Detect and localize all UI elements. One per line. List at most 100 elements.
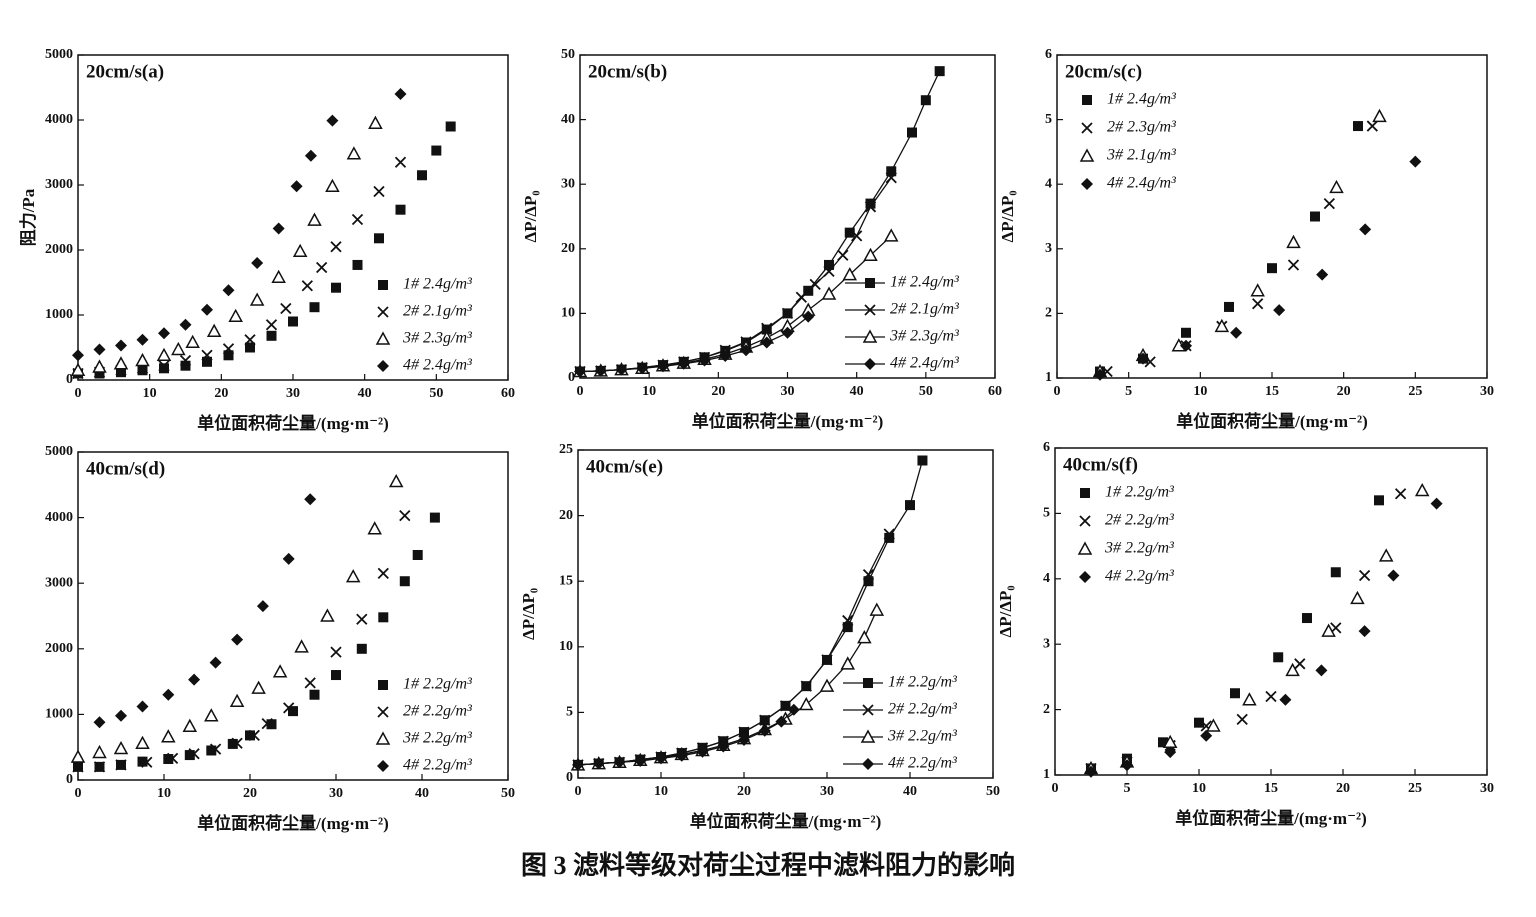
x-tick-label: 10 [1193, 384, 1207, 399]
data-point [842, 622, 853, 633]
legend-label: 2# 2.3g/m³ [1107, 119, 1176, 136]
x-axis-label: 单位面积荷尘量/(mg·m⁻²) [1175, 808, 1367, 828]
data-point [883, 228, 899, 242]
data-point [717, 740, 730, 753]
data-point [1302, 613, 1312, 624]
legend-label: 1# 2.2g/m³ [888, 674, 957, 691]
data-point [93, 761, 106, 773]
legend-label: 1# 2.4g/m³ [1107, 91, 1176, 108]
y-tick-label: 1000 [45, 307, 73, 322]
x-tick-label: 30 [329, 786, 343, 801]
data-point [795, 291, 807, 303]
data-point [266, 719, 277, 730]
y-tick-label: 4000 [45, 112, 73, 127]
data-point [351, 213, 364, 226]
data-point [758, 724, 771, 737]
legend-marker [377, 360, 389, 372]
data-point [388, 473, 404, 488]
data-point [229, 693, 245, 708]
x-tick-label: 60 [988, 384, 1002, 399]
y-tick-label: 3 [1045, 241, 1052, 256]
panel-title: 20cm/s(c) [1065, 61, 1142, 82]
data-point [1358, 625, 1371, 638]
data-point [368, 115, 383, 129]
data-point [677, 357, 690, 370]
data-point [1279, 693, 1292, 706]
data-point [1180, 339, 1192, 352]
data-point [231, 737, 243, 749]
data-point [1230, 688, 1240, 699]
data-point [885, 172, 897, 184]
y-tick-label: 5000 [45, 47, 73, 62]
series-line [577, 460, 924, 766]
data-point [1194, 717, 1204, 728]
data-point [1267, 263, 1277, 274]
data-point [1430, 497, 1443, 510]
legend-label: 3# 2.3g/m³ [402, 330, 472, 347]
legend-marker [862, 758, 874, 770]
x-tick-label: 20 [1336, 781, 1350, 796]
data-point [222, 343, 235, 355]
data-point [431, 145, 442, 156]
data-point [1242, 692, 1257, 706]
y-tick-label: 10 [559, 639, 573, 654]
data-point [248, 729, 260, 742]
legend-marker [378, 280, 388, 290]
data-point [141, 756, 153, 768]
legend-label: 2# 2.1g/m³ [890, 301, 959, 318]
x-tick-label: 50 [429, 386, 443, 401]
data-point [823, 265, 835, 278]
data-point [209, 743, 222, 755]
data-point [135, 735, 150, 750]
data-point [136, 700, 149, 713]
data-point [378, 612, 389, 623]
caption: 图 3 滤料等级对荷尘过程中滤料阻力的影响 [521, 850, 1015, 880]
legend-marker [862, 329, 878, 343]
series-line [579, 316, 809, 373]
data-point [1315, 664, 1328, 677]
data-point [320, 608, 335, 622]
data-point [304, 149, 317, 162]
data-point [92, 744, 107, 759]
data-point [934, 66, 945, 77]
x-tick-label: 10 [1192, 781, 1206, 796]
y-tick-label: 6 [1045, 47, 1052, 62]
data-point [395, 204, 406, 215]
x-tick-label: 25 [1408, 781, 1422, 796]
data-point [158, 360, 170, 372]
data-point [1273, 652, 1284, 663]
data-point [72, 761, 84, 773]
x-tick-label: 10 [157, 786, 171, 801]
x-tick-label: 0 [1054, 384, 1061, 399]
legend-marker [1082, 95, 1092, 105]
x-tick-label: 20 [243, 786, 257, 801]
y-tick-label: 5 [566, 705, 573, 720]
data-point [331, 282, 341, 293]
x-tick-label: 40 [358, 386, 372, 401]
data-point [223, 350, 234, 361]
data-point [884, 532, 895, 543]
legend-label: 2# 2.1g/m³ [403, 303, 472, 320]
data-point [1206, 718, 1221, 732]
data-point [698, 354, 711, 367]
data-point [1214, 318, 1230, 333]
panel-title: 20cm/s(b) [588, 61, 667, 82]
data-point [202, 356, 212, 367]
data-point [245, 730, 255, 741]
y-tick-label: 20 [559, 508, 573, 523]
y-tick-label: 10 [561, 306, 575, 321]
data-point [304, 493, 317, 506]
x-tick-label: 15 [1264, 781, 1278, 796]
y-tick-label: 0 [66, 772, 73, 787]
plot-frame [77, 451, 509, 781]
data-point [1236, 713, 1248, 726]
x-axis-label: 单位面积荷尘量/(mg·m⁻²) [197, 813, 389, 833]
data-point [1181, 327, 1191, 338]
x-tick-label: 40 [850, 384, 864, 399]
x-tick-label: 20 [1337, 384, 1351, 399]
data-point [206, 745, 217, 756]
x-tick-label: 30 [1480, 781, 1494, 796]
data-point [917, 455, 928, 466]
data-point [162, 688, 175, 701]
x-tick-label: 25 [1408, 384, 1422, 399]
